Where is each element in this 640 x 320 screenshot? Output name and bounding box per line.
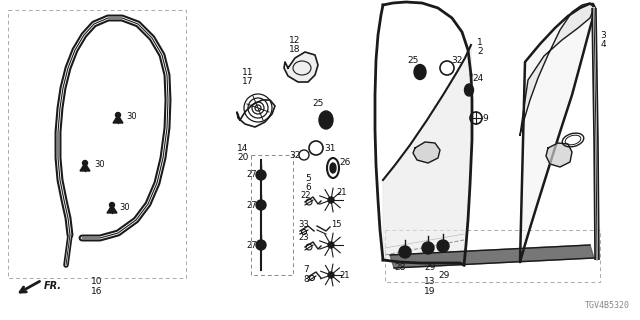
Text: 7: 7: [303, 266, 309, 275]
Text: 6: 6: [305, 182, 311, 191]
Text: 21: 21: [337, 188, 348, 196]
Text: 33: 33: [299, 220, 309, 228]
Text: 14: 14: [237, 143, 249, 153]
Ellipse shape: [330, 163, 336, 173]
Text: 3: 3: [600, 30, 606, 39]
Text: 26: 26: [339, 157, 351, 166]
Text: 30: 30: [120, 203, 131, 212]
Text: 30: 30: [95, 159, 106, 169]
Bar: [251, 155, 293, 275]
Text: 5: 5: [305, 173, 311, 182]
Circle shape: [109, 203, 115, 207]
Text: 27: 27: [246, 201, 257, 210]
Circle shape: [328, 242, 334, 248]
Text: 25: 25: [312, 99, 324, 108]
Text: 19: 19: [424, 286, 436, 295]
Ellipse shape: [465, 84, 474, 96]
Circle shape: [256, 200, 266, 210]
Circle shape: [328, 197, 334, 203]
Text: 27: 27: [246, 170, 257, 179]
Text: 10: 10: [92, 277, 103, 286]
Polygon shape: [520, 3, 594, 135]
Polygon shape: [520, 4, 595, 262]
Text: 20: 20: [237, 153, 249, 162]
Text: 32: 32: [451, 55, 463, 65]
Circle shape: [115, 113, 120, 117]
Text: 1: 1: [477, 37, 483, 46]
Text: 16: 16: [92, 286, 103, 295]
Polygon shape: [80, 163, 90, 171]
Text: 23: 23: [299, 233, 309, 242]
Polygon shape: [383, 45, 472, 265]
Text: 25: 25: [407, 55, 419, 65]
Circle shape: [328, 272, 334, 278]
Text: 29: 29: [424, 263, 436, 273]
Circle shape: [256, 240, 266, 250]
Polygon shape: [546, 143, 572, 167]
Ellipse shape: [319, 111, 333, 129]
Text: 13: 13: [424, 277, 436, 286]
Polygon shape: [390, 245, 594, 268]
Bar: [8, 10, 186, 278]
Text: 31: 31: [324, 143, 336, 153]
Text: 4: 4: [600, 39, 606, 49]
Text: 17: 17: [243, 76, 253, 85]
Circle shape: [422, 242, 434, 254]
Text: 12: 12: [289, 36, 301, 44]
Polygon shape: [107, 205, 117, 213]
Bar: [385, 230, 600, 282]
Text: 8: 8: [303, 275, 309, 284]
Text: 21: 21: [340, 270, 350, 279]
Text: 32: 32: [289, 150, 301, 159]
Text: 22: 22: [301, 190, 311, 199]
Text: 27: 27: [246, 241, 257, 250]
Polygon shape: [413, 142, 440, 163]
Ellipse shape: [414, 65, 426, 79]
Polygon shape: [284, 52, 318, 82]
Text: 18: 18: [289, 44, 301, 53]
Polygon shape: [113, 115, 123, 123]
Text: 2: 2: [477, 46, 483, 55]
Text: TGV4B5320: TGV4B5320: [585, 301, 630, 310]
Text: 11: 11: [243, 68, 253, 76]
Text: 24: 24: [472, 74, 484, 83]
Text: FR.: FR.: [44, 281, 62, 291]
Circle shape: [399, 246, 411, 258]
Text: 15: 15: [331, 220, 341, 228]
Text: 30: 30: [127, 111, 138, 121]
Circle shape: [437, 240, 449, 252]
Circle shape: [256, 170, 266, 180]
Text: 28: 28: [394, 263, 406, 273]
Text: 9: 9: [482, 114, 488, 123]
Circle shape: [83, 161, 88, 165]
Text: 29: 29: [438, 271, 450, 281]
